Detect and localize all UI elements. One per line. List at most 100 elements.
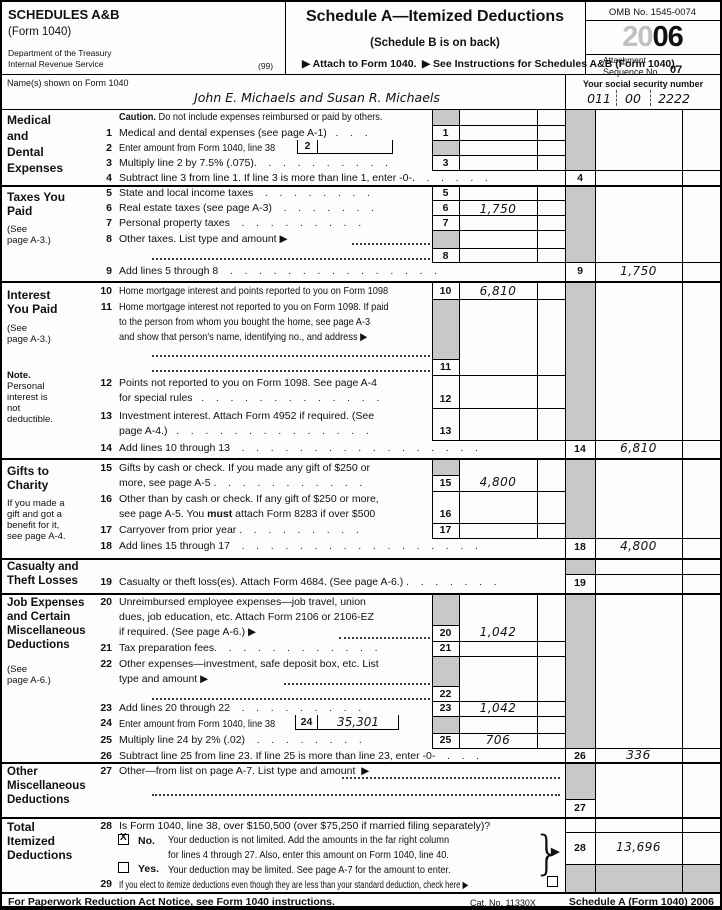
line-28-amount-value[interactable]: 13,696 [616,840,661,854]
dotted-entry-line[interactable] [152,370,430,372]
line-18-description: Add lines 15 through 17 . . . . . . . . … [119,540,478,552]
rule [432,408,565,409]
line-3-box-number: 3 [442,157,449,169]
line-21-amount-cell[interactable] [459,641,537,656]
section-label-medical: Medical and Dental Expenses [7,113,64,175]
yes-checkbox[interactable] [118,862,129,873]
dotted-entry-line[interactable] [342,777,560,779]
line-11-description: Home mortgage interest not reported to y… [119,301,389,343]
section-divider [2,892,720,894]
line-13-description: Investment interest. Attach Form 4952 if… [119,410,375,437]
caution-text: Caution. Do not include expenses reimbur… [119,110,418,125]
line-10-amount-value[interactable]: 6,810 [479,284,517,298]
section-note-personal-interest: Personal interest is not deductible. [7,381,53,425]
line-8-amount-cell[interactable] [459,248,537,262]
line-27-number: 27 [100,765,112,777]
rule [682,109,683,892]
line-17-amount-cell[interactable] [459,523,537,538]
section-divider [2,185,720,187]
dotted-entry-line[interactable] [152,794,560,796]
line-14-amount-value[interactable]: 6,810 [620,441,657,455]
pointer-arrow-icon: ▶ [551,846,560,858]
line-15-amount-value[interactable]: 4,800 [479,475,517,489]
line-3-description: Multiply line 2 by 7.5% (.075). . . . . … [119,157,389,169]
line-24-number: 24 [100,717,112,729]
line-25-amount-value[interactable]: 706 [485,733,511,747]
rule [565,574,720,575]
line-26-amount-value[interactable]: 336 [626,748,651,762]
ssn-part-3[interactable]: 2222 [658,91,690,106]
line-17-box-number: 17 [439,524,452,536]
line-7-amount-cell[interactable] [459,215,537,230]
line-19-amount-cell[interactable] [595,574,682,593]
line-15-box-number: 15 [439,477,452,489]
rule [565,748,720,749]
line-18-amount-value[interactable]: 4,800 [620,539,657,553]
line-9-amount-value[interactable]: 1,750 [620,264,657,278]
dotted-entry-line[interactable] [152,355,430,357]
line-6-description: Real estate taxes (see page A-3) . . . .… [119,202,375,214]
ssn-part-1[interactable]: 011 [587,91,611,106]
line-23-amount-value[interactable]: 1,042 [479,701,517,715]
line-12-amount-cell[interactable] [459,375,537,408]
rule [565,440,720,441]
line-8-number: 8 [106,233,112,245]
line-2-box-number: 2 [298,140,318,153]
dotted-entry-line[interactable] [152,258,430,260]
rule [537,593,538,748]
line-22-amount-cell[interactable] [459,686,537,701]
line-16-amount-cell[interactable] [459,491,537,523]
line-5-description: State and local income taxes . . . . . .… [119,187,370,199]
rule [585,20,720,21]
rule [565,799,595,800]
line-3-amount-cell[interactable] [459,155,537,170]
section-label-gifts: Gifts to Charity [7,464,49,492]
section-divider [2,762,720,764]
line-11-amount-cell[interactable] [459,299,537,375]
line-25-description: Multiply line 24 by 2% (.02) . . . . . .… [119,734,362,746]
dotted-entry-line[interactable] [352,243,430,245]
rule [432,458,433,538]
dotted-entry-line[interactable] [339,637,430,639]
line-29-checkbox[interactable] [547,876,558,887]
line-26-number: 26 [100,750,112,762]
rule [432,686,459,687]
shaded-cell [432,299,459,359]
ssn-part-2[interactable]: 00 [625,91,641,106]
line-4-description: Subtract line 3 from line 1. If line 3 i… [119,172,488,184]
rule [565,74,566,109]
taxpayer-name-value[interactable]: John E. Michaels and Susan R. Michaels [194,90,440,105]
line-19-description: Casualty or theft loss(es). Attach Form … [119,576,497,588]
line-15-description: Gifts by cash or check. If you made any … [119,462,370,489]
dept-treasury: Department of the Treasury [8,48,112,58]
rule [565,170,720,171]
line-13-amount-cell[interactable] [459,408,537,440]
line-4-amount-cell[interactable] [595,170,682,185]
line-20-amount-value[interactable]: 1,042 [479,625,517,639]
line-23-number: 23 [100,702,112,714]
line-12-description: Points not reported to you on Form 1098.… [119,377,380,404]
line-5-amount-cell[interactable] [459,185,537,200]
no-checkbox[interactable]: X [118,832,129,845]
line-24-entry-value[interactable]: 35,301 [337,715,379,729]
rule [432,170,565,171]
line-2-entry-box: 2 [297,140,393,154]
dotted-entry-line[interactable] [152,698,430,700]
line-12-box-number: 12 [439,393,452,405]
line-15-number: 15 [100,462,112,474]
line-3-number: 3 [106,157,112,169]
line-2-entry-value[interactable] [318,140,392,153]
shaded-strip [565,458,595,538]
line-27-amount-cell[interactable] [595,762,682,817]
shaded-cell [432,230,459,248]
section-divider [2,593,720,595]
dotted-entry-line[interactable] [284,683,430,685]
rule [459,458,460,538]
line-18-number: 18 [100,540,112,552]
line-6-amount-value[interactable]: 1,750 [479,202,517,216]
shaded-block [565,864,720,892]
line-8-box-number: 8 [442,250,449,262]
no-text: Your deduction is not limited. Add the a… [168,834,450,861]
shaded-cell [432,716,459,733]
line-1-amount-cell[interactable] [459,125,537,140]
